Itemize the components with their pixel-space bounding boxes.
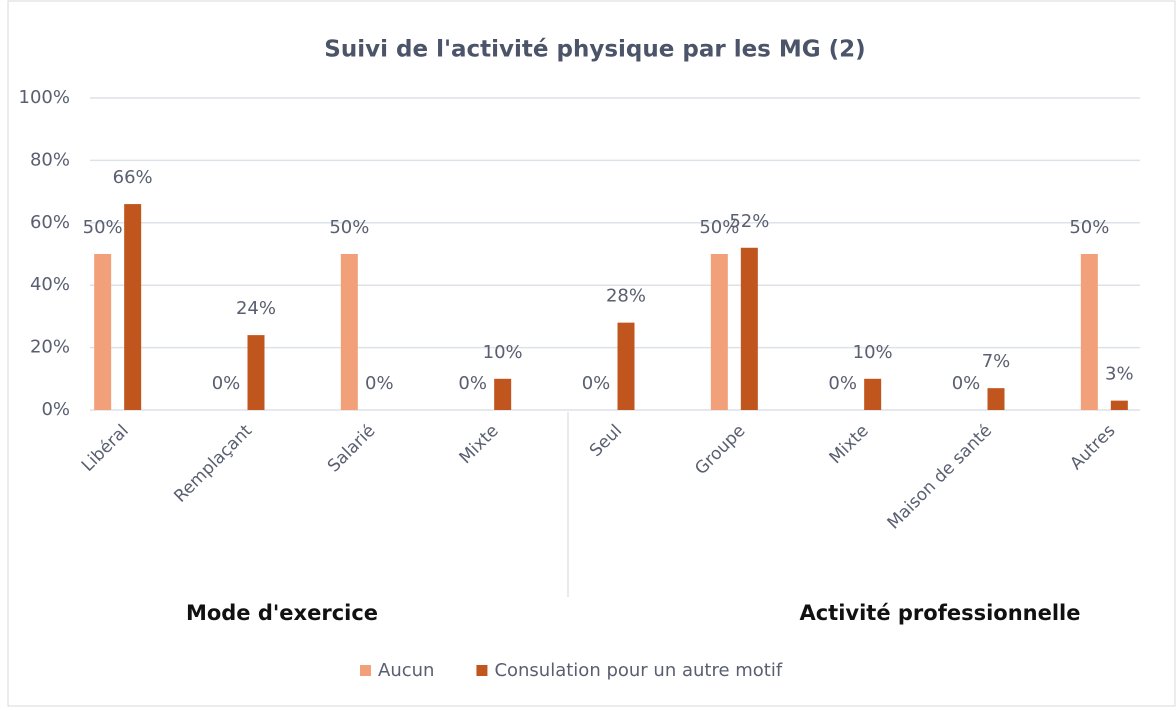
chart-title: Suivi de l'activité physique par les MG … bbox=[324, 37, 865, 63]
value-label: 50% bbox=[1069, 217, 1109, 238]
group-label: Mode d'exercice bbox=[186, 601, 378, 625]
value-label: 66% bbox=[113, 167, 153, 188]
y-tick-label: 0% bbox=[41, 399, 70, 420]
bar bbox=[94, 254, 112, 410]
value-label: 24% bbox=[236, 298, 276, 319]
bar bbox=[617, 322, 635, 410]
bar bbox=[864, 378, 882, 410]
bar bbox=[740, 247, 758, 410]
value-label: 0% bbox=[582, 373, 611, 394]
bar bbox=[987, 388, 1005, 410]
value-label: 50% bbox=[699, 217, 739, 238]
value-label: 7% bbox=[982, 351, 1011, 372]
value-label: 0% bbox=[212, 373, 241, 394]
bar bbox=[710, 254, 728, 410]
value-label: 10% bbox=[483, 342, 523, 363]
value-label: 50% bbox=[83, 217, 123, 238]
value-label: 0% bbox=[458, 373, 487, 394]
y-tick-label: 80% bbox=[30, 149, 70, 170]
bar bbox=[1110, 400, 1128, 410]
y-tick-label: 20% bbox=[30, 337, 70, 358]
legend-label: Aucun bbox=[378, 660, 434, 681]
legend-swatch bbox=[476, 665, 488, 676]
group-label: Activité professionnelle bbox=[799, 601, 1080, 625]
legend-swatch bbox=[360, 665, 371, 676]
y-tick-label: 100% bbox=[19, 87, 70, 108]
bar bbox=[340, 254, 358, 410]
bar bbox=[247, 335, 265, 410]
bar bbox=[1080, 254, 1098, 410]
value-label: 0% bbox=[952, 373, 981, 394]
bar bbox=[124, 204, 142, 410]
y-tick-label: 40% bbox=[30, 274, 70, 295]
value-label: 10% bbox=[853, 342, 893, 363]
value-label: 52% bbox=[729, 211, 769, 232]
value-label: 0% bbox=[365, 373, 394, 394]
value-label: 3% bbox=[1105, 364, 1134, 385]
y-tick-label: 60% bbox=[30, 212, 70, 233]
value-label: 28% bbox=[606, 286, 646, 307]
chart-frame bbox=[7, 0, 1176, 707]
value-label: 50% bbox=[329, 217, 369, 238]
bar bbox=[494, 378, 512, 410]
legend-label: Consulation pour un autre motif bbox=[494, 660, 782, 681]
value-label: 0% bbox=[828, 373, 857, 394]
